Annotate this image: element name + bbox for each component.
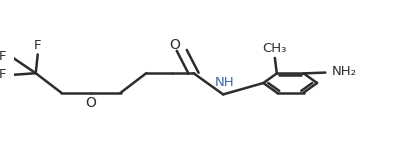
Text: F: F xyxy=(34,39,41,52)
Text: O: O xyxy=(85,96,96,110)
Text: CH₃: CH₃ xyxy=(261,42,285,55)
Text: F: F xyxy=(0,68,7,81)
Text: NH: NH xyxy=(214,76,234,89)
Text: NH₂: NH₂ xyxy=(331,65,356,78)
Text: O: O xyxy=(169,38,180,52)
Text: F: F xyxy=(0,50,7,63)
